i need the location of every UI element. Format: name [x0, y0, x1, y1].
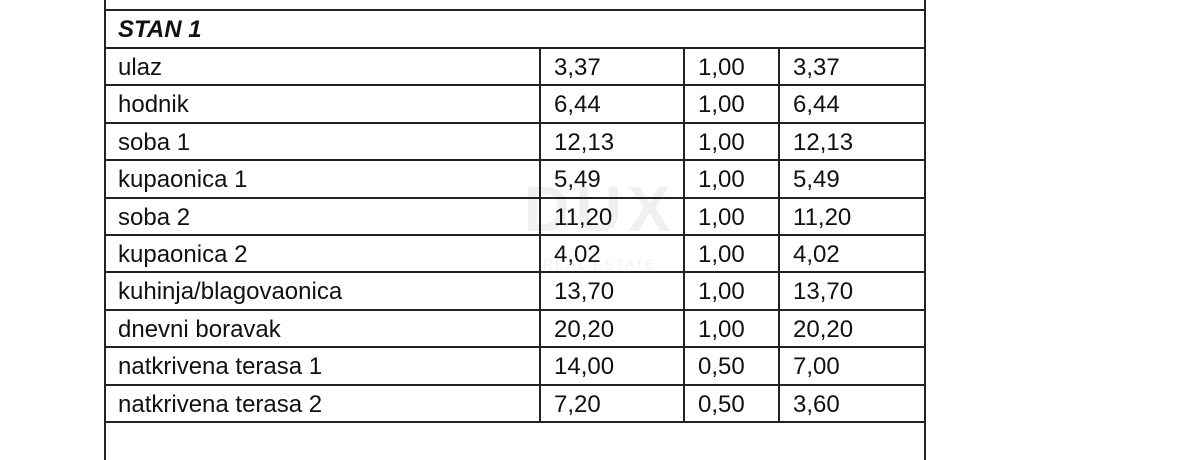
row-line	[104, 346, 926, 349]
cell-value: 13,70	[793, 278, 854, 306]
table-frame	[104, 0, 926, 460]
cell-value: 12,13	[793, 128, 854, 156]
room-name: dnevni boravak	[118, 315, 281, 343]
column-line	[539, 48, 541, 422]
room-name: soba 1	[118, 128, 191, 156]
room-name: natkrivena terasa 2	[118, 390, 323, 418]
cell-value: 0,50	[698, 353, 745, 381]
row-line	[104, 234, 926, 236]
cell-value: 20,20	[793, 315, 854, 343]
row-line	[104, 121, 926, 124]
room-name: ulaz	[118, 54, 163, 81]
cell-value: 7,20	[554, 390, 601, 418]
row-line	[104, 47, 926, 49]
row-line	[104, 421, 926, 423]
cell-value: 3,37	[554, 54, 601, 81]
column-line	[683, 48, 685, 422]
cell-value: 1,00	[698, 315, 745, 343]
cell-value: 7,00	[793, 353, 840, 381]
room-name: kuhinja/blagovaonica	[118, 278, 343, 306]
cell-value: 1,00	[698, 203, 745, 231]
room-name: kupaonica 2	[118, 241, 248, 268]
cell-value: 4,02	[793, 241, 840, 268]
cell-value: 12,13	[554, 128, 615, 156]
watermark-tagline: REAL ESTATE	[542, 256, 658, 272]
cell-value: 11,20	[554, 203, 613, 231]
row-line	[104, 159, 926, 162]
cell-value: 1,00	[698, 278, 745, 306]
cell-value: 13,70	[554, 278, 615, 306]
cell-value: 6,44	[554, 91, 601, 119]
watermark-logo: DUX	[523, 173, 677, 245]
cell-value: 11,20	[793, 203, 852, 231]
table-title: STAN 1	[118, 16, 202, 43]
cell-value: 1,00	[698, 54, 745, 81]
row-line	[104, 9, 926, 11]
cell-value: 0,50	[698, 390, 745, 418]
cell-value: 3,60	[793, 390, 840, 418]
row-line	[104, 383, 926, 386]
cell-value: 4,02	[554, 241, 601, 268]
room-name: kupaonica 1	[118, 166, 248, 194]
row-line	[104, 308, 926, 311]
cell-value: 14,00	[554, 353, 615, 381]
cell-value: 3,37	[793, 54, 840, 81]
room-name: hodnik	[118, 91, 189, 119]
cell-value: 1,00	[698, 166, 745, 194]
row-line	[104, 196, 926, 199]
room-name: soba 2	[118, 203, 191, 231]
cell-value: 1,00	[698, 241, 745, 268]
cell-value: 20,20	[554, 315, 615, 343]
column-line	[778, 48, 780, 422]
room-name: natkrivena terasa 1	[118, 353, 323, 381]
row-line	[104, 271, 926, 274]
row-line	[104, 84, 926, 87]
cell-value: 1,00	[698, 91, 745, 119]
cell-value: 5,49	[793, 166, 840, 194]
cell-value: 1,00	[698, 128, 745, 156]
cell-value: 5,49	[554, 166, 601, 194]
cell-value: 6,44	[793, 91, 840, 119]
